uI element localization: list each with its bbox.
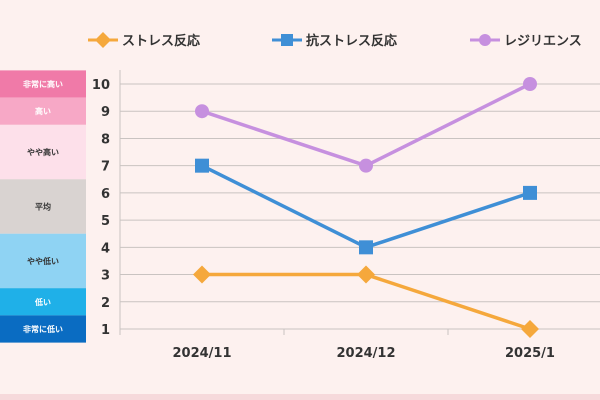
series-0-point-2 bbox=[521, 320, 539, 338]
level-band-label-1: 高い bbox=[35, 106, 51, 116]
series-0-point-0 bbox=[193, 265, 211, 284]
y-tick-label-6: 7 bbox=[101, 160, 110, 175]
chart-legend: ストレス反応 抗ストレス反応 レジリエンス bbox=[88, 32, 582, 49]
series-line-1 bbox=[201, 164, 531, 250]
x-tick-label-1: 2024/12 bbox=[336, 346, 395, 361]
y-tick-label-0: 1 bbox=[101, 323, 110, 338]
level-band-label-4: やや低い bbox=[27, 256, 59, 266]
x-tick-label-2: 2025/1 bbox=[505, 346, 555, 361]
level-band-label-3: 平均 bbox=[35, 202, 51, 212]
level-band-label-6: 非常に低い bbox=[23, 324, 63, 334]
level-band-6 bbox=[0, 315, 86, 343]
level-band-5 bbox=[0, 288, 86, 316]
x-axis-ticks: 2024/11 2024/12 2025/1 bbox=[119, 329, 555, 361]
level-band-label-2: やや高い bbox=[27, 147, 59, 157]
series-2-point-1 bbox=[359, 158, 373, 173]
y-tick-label-3: 4 bbox=[101, 241, 110, 256]
level-band-4 bbox=[0, 233, 86, 289]
chart-series bbox=[193, 77, 539, 338]
y-tick-label-7: 8 bbox=[101, 132, 110, 147]
x-tick-label-0: 2024/11 bbox=[172, 346, 231, 361]
level-band-0 bbox=[0, 70, 86, 98]
series-2-point-2 bbox=[523, 77, 537, 91]
level-band-2 bbox=[0, 124, 86, 180]
level-band-1 bbox=[0, 97, 86, 125]
legend-marker-0 bbox=[95, 32, 111, 48]
series-1-point-0 bbox=[195, 158, 209, 173]
y-tick-label-2: 3 bbox=[101, 269, 110, 284]
legend-label-1: 抗ストレス反応 bbox=[306, 33, 397, 49]
y-tick-label-9: 10 bbox=[92, 78, 110, 93]
series-2-point-0 bbox=[195, 104, 209, 119]
legend-marker-2 bbox=[479, 34, 491, 46]
series-0-point-1 bbox=[357, 265, 375, 284]
y-tick-label-8: 9 bbox=[101, 105, 110, 120]
y-tick-label-1: 2 bbox=[101, 296, 110, 311]
level-band-label-0: 非常に高い bbox=[23, 79, 63, 89]
legend-label-2: レジリエンス bbox=[504, 34, 582, 49]
level-band-label-5: 低い bbox=[34, 297, 51, 307]
legend-marker-1 bbox=[281, 34, 293, 46]
y-tick-label-5: 6 bbox=[101, 187, 110, 202]
level-band-3 bbox=[0, 179, 86, 234]
series-1-point-1 bbox=[359, 240, 373, 255]
series-line-2 bbox=[201, 82, 531, 168]
bottom-strip bbox=[0, 394, 600, 400]
y-tick-label-4: 5 bbox=[101, 214, 110, 229]
legend-label-0: ストレス反応 bbox=[122, 33, 200, 49]
series-1-point-2 bbox=[523, 185, 537, 200]
y-axis-ticks: 1 2 3 4 5 6 7 8 9 10 bbox=[92, 78, 110, 338]
